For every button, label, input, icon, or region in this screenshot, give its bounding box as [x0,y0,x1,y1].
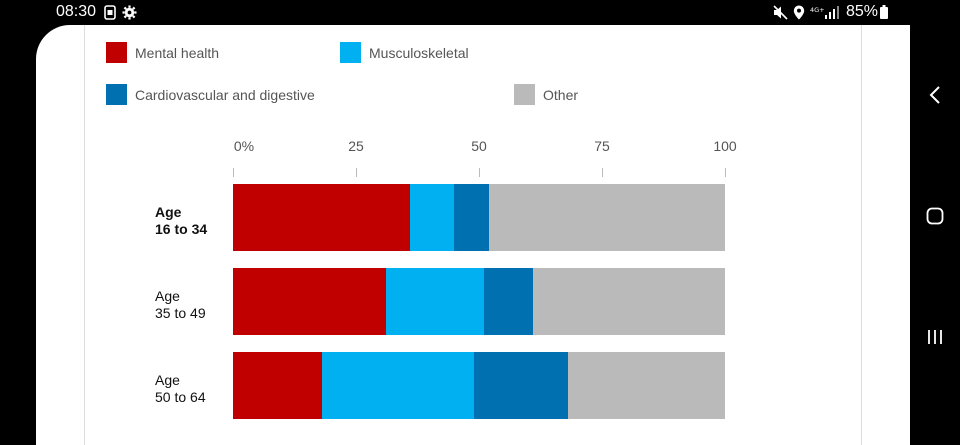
row-label-line: Age [155,288,180,304]
row-label-line: 50 to 64 [155,389,206,405]
legend-musculoskeletal: Musculoskeletal [340,42,469,63]
mute-icon [773,4,789,20]
bar-segment [321,352,475,419]
legend-mental-health: Mental health [106,42,219,63]
bar-segment [567,352,725,419]
legend-swatch [106,42,127,63]
status-bar: 08:30 4G+ 85% [0,0,910,25]
stacked-bar [233,184,725,251]
x-tick-mark [233,168,234,177]
legend-other: Other [514,84,578,105]
bar-segment [533,268,725,335]
legend-cardiovascular: Cardiovascular and digestive [106,84,315,105]
sim-icon [104,4,116,20]
legend-swatch [514,84,535,105]
bar-segment [233,268,386,335]
row-label-line: 16 to 34 [155,221,208,237]
legend-label: Cardiovascular and digestive [135,86,315,103]
row-label-line: Age [155,204,182,220]
home-icon[interactable] [923,204,947,228]
legend-swatch [340,42,361,63]
legend-swatch [106,84,127,105]
x-tick-label: 50 [471,138,487,154]
stacked-bar [233,268,725,335]
stacked-bar [233,352,725,419]
status-time: 08:30 [56,3,97,20]
bar-segment [410,184,455,251]
bar-segment [488,184,725,251]
x-tick-label: 0% [233,138,255,154]
back-icon[interactable] [923,83,947,107]
bar-segment [454,184,489,251]
bar-segment [483,268,534,335]
bar-segment [233,184,411,251]
svg-text:4G+: 4G+ [810,6,825,14]
bar-segment [474,352,568,419]
row-label-line: 35 to 49 [155,305,206,321]
x-tick-mark [602,168,603,177]
gear-icon [122,4,137,20]
navigation-bar [910,0,960,432]
row-label-line: Age [155,372,180,388]
x-tick-mark [725,168,726,177]
signal-4g-icon: 4G+ [810,4,840,20]
recents-icon[interactable] [923,325,947,349]
bar-segment [385,268,484,335]
legend-label: Mental health [135,44,220,61]
row-label-50-64: Age 50 to 64 [155,372,206,406]
x-tick-mark [356,168,357,177]
x-tick-label: 100 [713,138,737,154]
x-tick-label: 75 [594,138,610,154]
x-tick-mark [479,168,480,177]
app-screen: Mental health Musculoskeletal Cardiovasc… [36,25,910,445]
chart-card: Mental health Musculoskeletal Cardiovasc… [84,25,862,445]
bar-segment [233,352,322,419]
battery-icon [880,4,888,20]
legend-label: Musculoskeletal [369,44,469,61]
location-icon [793,4,805,20]
x-tick-label: 25 [348,138,364,154]
row-label-16-34: Age 16 to 34 [155,204,207,238]
legend-label: Other [543,86,579,103]
row-label-35-49: Age 35 to 49 [155,288,206,322]
battery-percent: 85% [846,3,879,20]
